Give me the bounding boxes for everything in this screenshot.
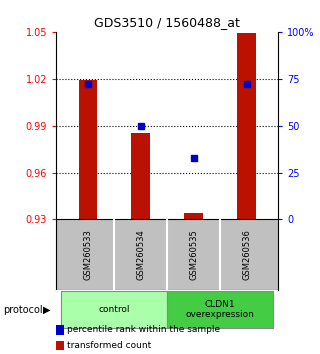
Bar — [167, 291, 273, 329]
Text: GSM260535: GSM260535 — [189, 229, 198, 280]
Text: percentile rank within the sample: percentile rank within the sample — [67, 325, 220, 335]
Bar — [184, 213, 203, 219]
Bar — [132, 133, 150, 219]
Title: GDS3510 / 1560488_at: GDS3510 / 1560488_at — [94, 16, 240, 29]
Bar — [78, 80, 97, 219]
Text: protocol: protocol — [3, 305, 43, 315]
Text: ▶: ▶ — [43, 305, 51, 315]
Text: GSM260536: GSM260536 — [242, 229, 251, 280]
Bar — [61, 291, 167, 329]
Text: transformed count: transformed count — [67, 341, 151, 350]
Text: control: control — [99, 305, 130, 314]
Text: GSM260533: GSM260533 — [83, 229, 92, 280]
Bar — [237, 33, 256, 219]
Text: GSM260534: GSM260534 — [136, 229, 145, 280]
Text: CLDN1
overexpression: CLDN1 overexpression — [186, 300, 255, 319]
